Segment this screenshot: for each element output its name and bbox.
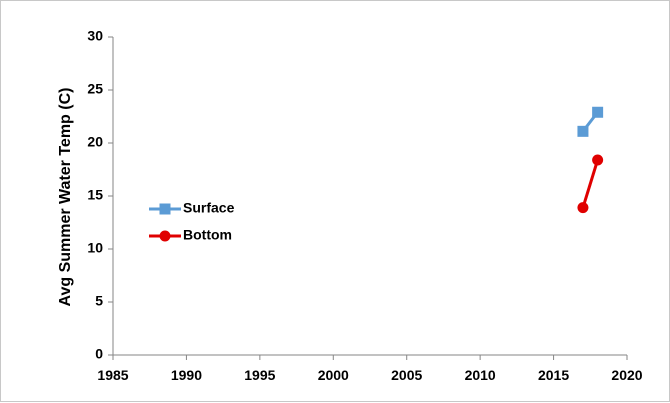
x-tick-label: 2010: [465, 367, 496, 383]
x-tick-label: 1985: [97, 367, 128, 383]
legend-label-bottom: Bottom: [183, 227, 232, 243]
y-tick-label: 25: [87, 81, 103, 97]
data-point-surface: [592, 106, 604, 118]
data-point-bottom: [592, 154, 604, 166]
legend-item-surface: Surface: [149, 200, 235, 216]
data-point-bottom: [577, 202, 589, 214]
y-axis-title: Avg Summer Water Temp (C): [57, 88, 74, 307]
axes: [112, 37, 627, 356]
x-tick-label: 1990: [171, 367, 202, 383]
legend: Surface Bottom: [149, 200, 235, 243]
data-point-surface: [577, 125, 589, 137]
series-surface: [577, 106, 604, 137]
legend-swatch-marker: [159, 230, 171, 242]
x-tick-label: 1995: [244, 367, 275, 383]
series-bottom: [577, 154, 604, 214]
y-tick-label: 10: [87, 240, 103, 256]
y-tick-label: 5: [95, 293, 103, 309]
y-tick-label: 15: [87, 187, 103, 203]
series-line-bottom: [581, 159, 600, 209]
x-tick-label: 2015: [538, 367, 569, 383]
y-tick-label: 0: [95, 346, 103, 362]
ticks: 0 5 10 15 20 25 30 1985 1990 1995 2000 2005 2010 2015…: [87, 28, 642, 383]
legend-label-surface: Surface: [183, 200, 235, 216]
legend-item-bottom: Bottom: [149, 227, 232, 243]
x-tick-label: 2020: [611, 367, 642, 383]
x-tick-label: 2000: [318, 367, 349, 383]
legend-swatch-marker: [159, 203, 171, 215]
y-tick-label: 30: [87, 28, 103, 44]
y-tick-label: 20: [87, 134, 103, 150]
x-tick-label: 2005: [391, 367, 422, 383]
series-layer: [577, 106, 604, 214]
